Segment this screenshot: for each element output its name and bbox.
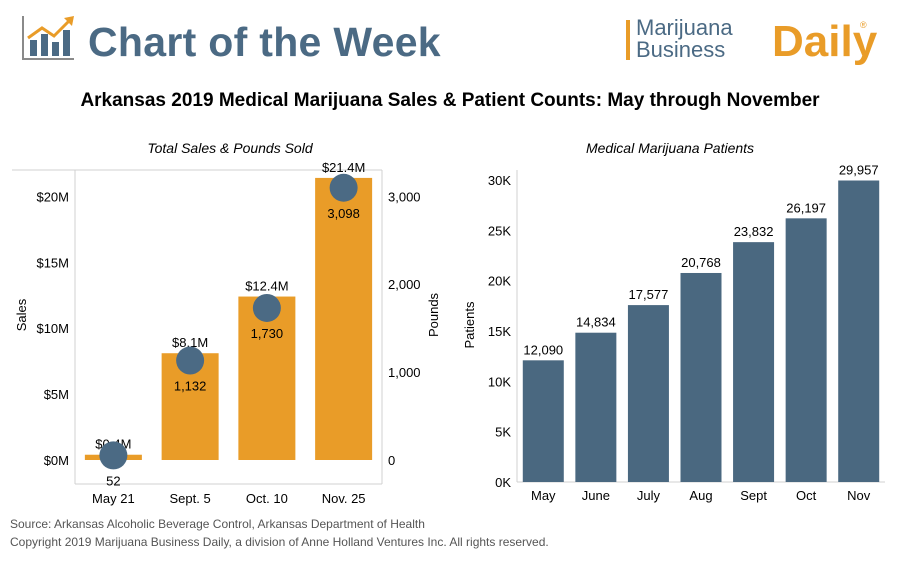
patients-data-label: 23,832 [734,224,774,239]
patients-chart: 0K 5K 10K 15K 20K 25K 30K Patients 12,090 May 14,8… [462,162,885,503]
registered-mark: ® [860,20,867,30]
x-tick-label: Sept [740,488,767,503]
pounds-data-label: 1,132 [174,379,207,394]
sales-data-label: $21.4M [322,160,365,175]
pounds-marker [176,346,205,375]
y-tick-label: 30K [488,173,511,188]
patients-data-label: 20,768 [681,255,721,270]
x-tick-label: Sept. 5 [170,491,211,506]
y-tick-label: $5M [44,387,69,402]
patients-bar [838,180,880,482]
y-tick-label: 10K [488,374,511,389]
pounds-marker [99,441,128,470]
right-chart-title: Medical Marijuana Patients [585,140,755,156]
y-tick-label: 15K [488,324,511,339]
y2-tick-label: 2,000 [388,277,421,292]
sales-bar [238,296,296,460]
pounds-data-label: 52 [106,473,120,488]
x-tick-label: May [531,488,556,503]
y2-tick-label: 1,000 [388,365,421,380]
x-tick-label: Nov [847,488,871,503]
brand-line1: Marijuana [636,15,733,40]
x-tick-label: July [637,488,661,503]
brand-line2: Business [636,37,726,62]
patients-bar [680,272,722,482]
y2-tick-label: 0 [388,453,395,468]
x-tick-label: June [582,488,610,503]
y-tick-label: 20K [488,274,511,289]
chart-of-the-week-title: Chart of the Week [88,19,441,65]
pounds-data-label: 1,730 [251,326,284,341]
chart-logo-icon [22,16,74,60]
pounds-data-label: 3,098 [327,206,360,221]
x-tick-label: May 21 [92,491,135,506]
y-tick-label: $0M [44,453,69,468]
x-tick-label: Aug [689,488,712,503]
main-title: Arkansas 2019 Medical Marijuana Sales & … [80,90,820,111]
patients-bar [522,360,564,482]
patients-bar [575,332,617,482]
sales-data-label: $8.1M [172,335,208,350]
patients-data-label: 17,577 [629,287,669,302]
pounds-marker [329,173,358,202]
header: Chart of the Week Marijuana Business Dai… [0,0,900,80]
patients-bar [733,242,775,482]
x-tick-label: Nov. 25 [322,491,366,506]
patients-bar [785,218,827,482]
sales-data-label: $12.4M [245,279,288,294]
y-tick-label: 0K [495,475,511,490]
brand-word: Daily [772,17,878,66]
left-chart-title: Total Sales & Pounds Sold [147,140,313,156]
pounds-marker [252,293,281,322]
patients-data-label: 12,090 [523,342,563,357]
y-axis-label: Patients [462,301,477,348]
x-tick-label: Oct [796,488,817,503]
y-axis-label: Sales [14,298,29,331]
copyright-note: Copyright 2019 Marijuana Business Daily,… [10,535,549,549]
y-tick-label: 25K [488,223,511,238]
source-note: Source: Arkansas Alcoholic Beverage Cont… [10,517,425,531]
sales-pounds-chart: $0M $5M $10M $15M $20M 0 1,000 2,000 3,000 Sales P… [12,160,441,506]
y-tick-label: $15M [36,255,69,270]
y2-tick-label: 3,000 [388,189,421,204]
patients-data-label: 14,834 [576,315,616,330]
marijuana-business-daily-logo: Marijuana Business Daily ® [624,14,884,74]
x-tick-label: Oct. 10 [246,491,288,506]
patients-bar [627,305,669,482]
brand-accent-bar [626,20,630,60]
y-tick-label: 5K [495,425,511,440]
y2-axis-label: Pounds [426,292,441,337]
y-tick-label: $10M [36,321,69,336]
sales-bar [315,177,373,460]
patients-data-label: 26,197 [786,200,826,215]
patients-data-label: 29,957 [839,162,879,177]
y-tick-label: $20M [36,189,69,204]
